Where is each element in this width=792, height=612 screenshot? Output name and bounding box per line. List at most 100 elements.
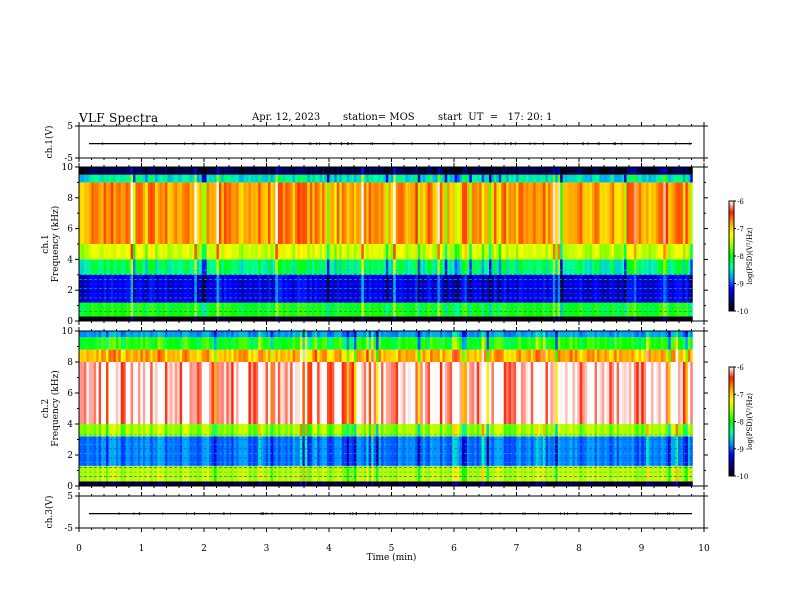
heatmap-cell	[631, 424, 635, 437]
heatmap-cell	[187, 182, 190, 244]
heatmap-cell	[660, 436, 664, 466]
heatmap-cell	[304, 337, 308, 350]
heatmap-cell	[250, 331, 254, 338]
heatmap-cell	[503, 182, 507, 244]
heatmap-cell	[157, 349, 161, 362]
heatmap-cell	[506, 174, 510, 183]
heatmap-cell	[113, 436, 117, 466]
heatmap-cell	[604, 167, 608, 175]
heatmap-cell	[351, 337, 355, 350]
colorbar-cell	[729, 419, 734, 422]
heatmap-cell	[216, 465, 220, 482]
heatmap-cell	[550, 174, 554, 183]
heatmap-cell	[513, 481, 517, 486]
heatmap-cell	[380, 174, 384, 183]
heatmap-cell	[115, 349, 119, 362]
heatmap-cell	[444, 331, 448, 338]
heatmap-cell	[599, 182, 603, 244]
heatmap-cell	[157, 316, 161, 321]
heatmap-cell	[199, 436, 203, 466]
heatmap-cell	[187, 259, 190, 275]
heatmap-cell	[292, 337, 296, 350]
heatmap-cell	[567, 316, 571, 321]
heatmap-cell	[363, 316, 367, 321]
heatmap-cell	[442, 259, 446, 275]
heatmap-cell	[204, 259, 208, 275]
heatmap-cell	[643, 481, 647, 486]
heatmap-cell	[584, 182, 588, 244]
heatmap-cell	[110, 331, 114, 338]
heatmap-cell	[285, 436, 289, 466]
heatmap-cell	[376, 302, 379, 317]
heatmap-cell	[390, 259, 394, 275]
heatmap-cell	[388, 182, 392, 244]
colorbar-cell	[729, 470, 734, 473]
heatmap-cell	[398, 465, 401, 482]
heatmap-cell	[79, 362, 82, 424]
heatmap-cell	[395, 302, 399, 317]
heatmap-cell	[260, 481, 264, 486]
heatmap-cell	[545, 316, 549, 321]
colorbar-cell	[729, 436, 734, 439]
heatmap-cell	[346, 174, 350, 183]
heatmap-cell	[641, 316, 645, 321]
heatmap-cell	[466, 436, 470, 466]
heatmap-cell	[601, 174, 605, 183]
heatmap-cell	[157, 436, 161, 466]
heatmap-cell	[344, 349, 347, 362]
heatmap-cell	[184, 182, 188, 244]
heatmap-cell	[118, 349, 122, 362]
heatmap-cell	[295, 362, 298, 424]
heatmap-cell	[336, 337, 340, 350]
heatmap-cell	[103, 182, 107, 244]
heatmap-cell	[668, 302, 672, 317]
heatmap-cell	[626, 481, 630, 486]
heatmap-cell	[503, 244, 507, 260]
heatmap-cell	[263, 244, 266, 260]
heatmap-cell	[395, 362, 399, 424]
heatmap-cell	[88, 337, 92, 350]
heatmap-cell	[358, 167, 362, 175]
heatmap-cell	[398, 331, 401, 338]
heatmap-cell	[226, 337, 230, 350]
heatmap-cell	[349, 167, 352, 175]
heatmap-cell	[599, 244, 603, 260]
heatmap-cell	[633, 302, 637, 317]
heatmap-cell	[422, 182, 426, 244]
heatmap-cell	[476, 182, 480, 244]
heatmap-cell	[272, 174, 276, 183]
heatmap-cell	[486, 424, 490, 437]
heatmap-cell	[287, 316, 291, 321]
heatmap-cell	[187, 436, 190, 466]
heatmap-cell	[626, 259, 630, 275]
heatmap-cell	[457, 274, 460, 303]
heatmap-cell	[191, 331, 195, 338]
heatmap-cell	[420, 349, 424, 362]
heatmap-cell	[157, 481, 161, 486]
heatmap-cell	[464, 244, 468, 260]
heatmap-cell	[449, 259, 453, 275]
heatmap-cell	[241, 302, 244, 317]
heatmap-cell	[299, 436, 303, 466]
heatmap-cell	[538, 244, 541, 260]
heatmap-cell	[599, 259, 603, 275]
heatmap-cell	[562, 167, 566, 175]
heatmap-cell	[81, 337, 85, 350]
heatmap-cell	[152, 174, 156, 183]
heatmap-cell	[508, 316, 512, 321]
heatmap-cell	[584, 424, 588, 437]
heatmap-cell	[147, 424, 151, 437]
heatmap-cell	[179, 362, 183, 424]
heatmap-cell	[177, 481, 181, 486]
heatmap-cell	[250, 362, 254, 424]
heatmap-cell	[555, 362, 559, 424]
heatmap-cell	[484, 244, 487, 260]
heatmap-cell	[140, 302, 144, 317]
heatmap-cell	[248, 259, 252, 275]
heatmap-cell	[223, 424, 227, 437]
heatmap-cell	[169, 302, 173, 317]
heatmap-cell	[241, 244, 244, 260]
heatmap-cell	[81, 349, 85, 362]
heatmap-cell	[368, 182, 372, 244]
heatmap-cell	[641, 362, 645, 424]
